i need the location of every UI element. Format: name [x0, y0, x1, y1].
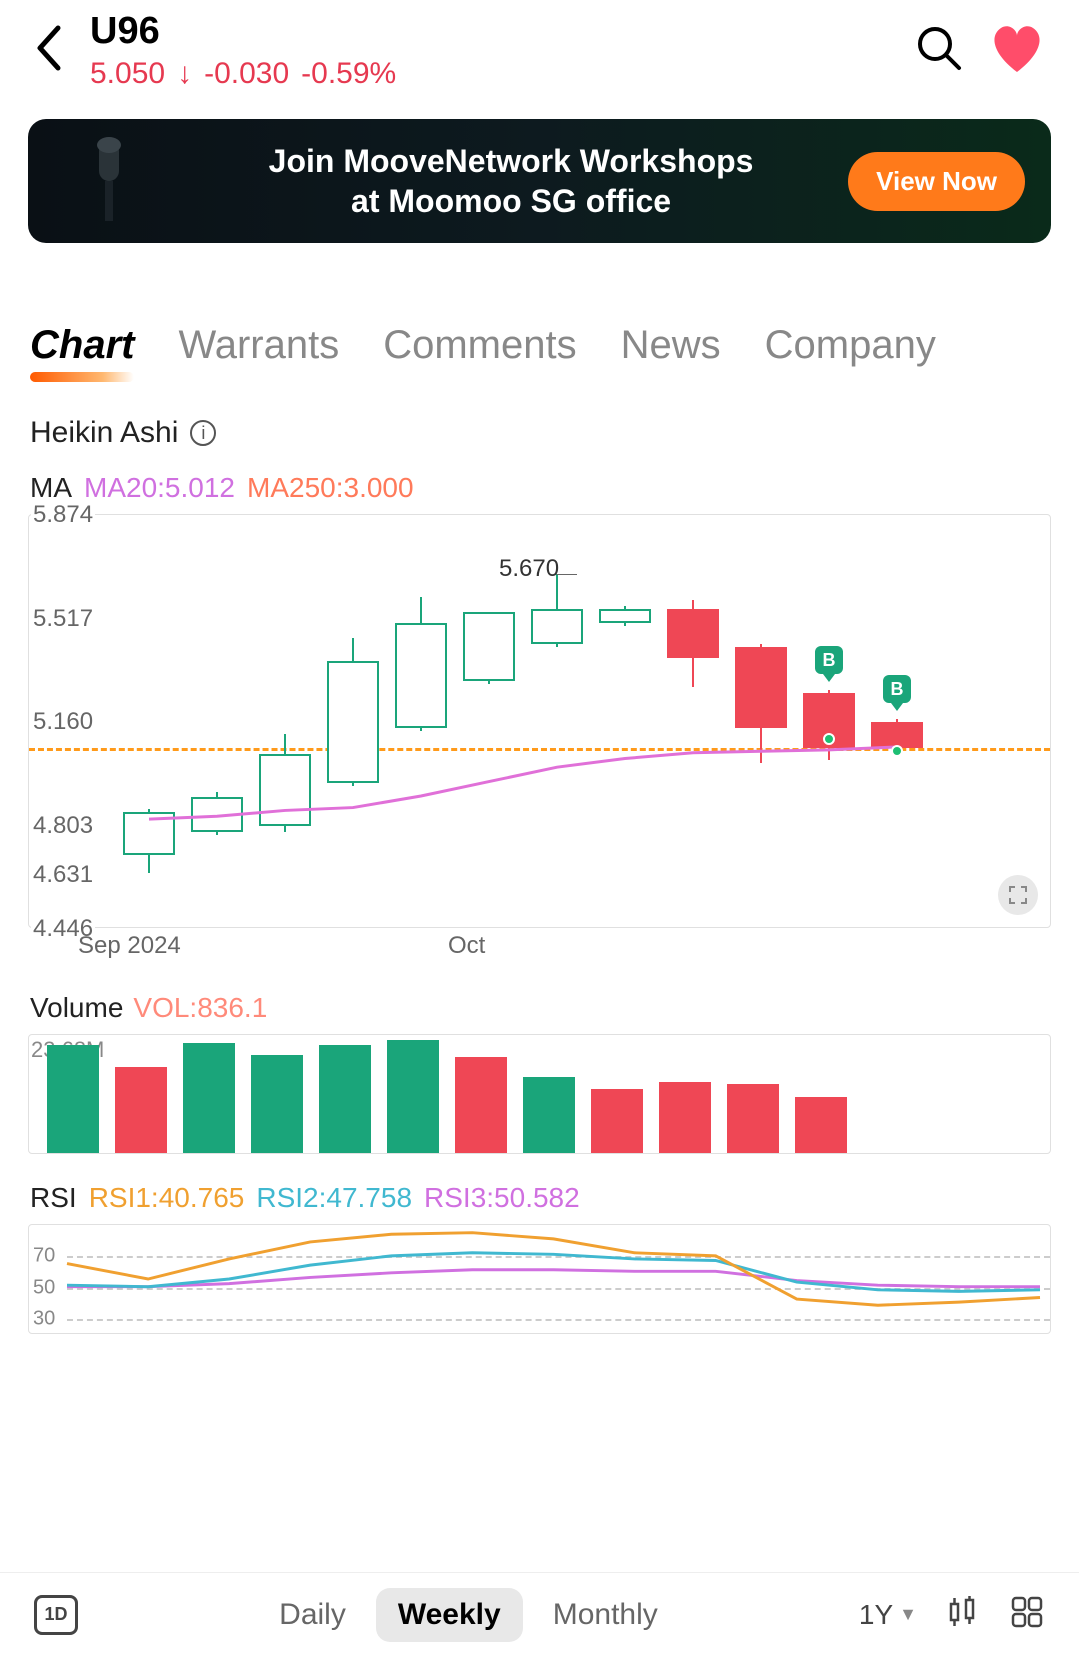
volume-bar: [659, 1082, 711, 1153]
ma-line: MA MA20:5.012 MA250:3.000: [0, 460, 1079, 508]
bottom-bar: 1D DailyWeeklyMonthly 1Y ▼: [0, 1572, 1079, 1656]
banner-text: Join MooveNetwork Workshops at Moomoo SG…: [174, 141, 848, 221]
price-callout: 5.670: [499, 555, 559, 583]
volume-header: Volume VOL:836.1: [0, 962, 1079, 1030]
info-icon[interactable]: i: [190, 420, 216, 446]
view-now-button[interactable]: View Now: [848, 152, 1025, 211]
y-axis-label: 5.160: [31, 708, 95, 736]
volume-bar: [319, 1045, 371, 1153]
candle: [327, 515, 379, 929]
rsi2-value: RSI2:47.758: [256, 1182, 412, 1214]
signal-dot: [891, 745, 903, 757]
candle-settings-icon[interactable]: [945, 1594, 981, 1635]
banner-line2: at Moomoo SG office: [186, 181, 836, 221]
volume-bar: [455, 1057, 507, 1153]
main-chart[interactable]: 5.8745.5175.1604.8034.6314.4465.670BB Se…: [28, 514, 1051, 962]
volume-bar: [727, 1084, 779, 1153]
rsi1-value: RSI1:40.765: [89, 1182, 245, 1214]
range-label: 1Y: [859, 1599, 893, 1631]
search-icon[interactable]: [913, 22, 965, 79]
microphone-icon: [54, 119, 174, 243]
chevron-down-icon: ▼: [899, 1604, 917, 1625]
rsi-y-label: 50: [33, 1276, 55, 1299]
volume-bar: [795, 1097, 847, 1153]
volume-bar: [115, 1067, 167, 1153]
volume-bar: [251, 1055, 303, 1153]
candle: [599, 515, 651, 929]
price-change: -0.030: [204, 57, 289, 91]
candle: [259, 515, 311, 929]
y-axis-label: 5.517: [31, 605, 95, 633]
volume-bar: [591, 1089, 643, 1153]
volume-bar: [47, 1045, 99, 1153]
promo-banner[interactable]: Join MooveNetwork Workshops at Moomoo SG…: [28, 119, 1051, 243]
tab-company[interactable]: Company: [765, 323, 936, 380]
rsi-chart[interactable]: 70 50 30: [28, 1224, 1051, 1334]
x-axis: Sep 2024 Oct: [28, 932, 1051, 962]
tab-chart[interactable]: Chart: [30, 323, 134, 380]
buy-marker: B: [815, 646, 843, 682]
expand-icon[interactable]: [998, 875, 1038, 915]
title-block: U96 5.050 ↓ -0.030 -0.59%: [90, 10, 893, 91]
timeframe-daily[interactable]: Daily: [257, 1588, 368, 1642]
buy-marker: B: [883, 675, 911, 711]
y-axis-label: 5.874: [31, 501, 95, 529]
rsi-label: RSI: [30, 1182, 77, 1214]
range-selector[interactable]: 1Y ▼: [859, 1599, 917, 1631]
tab-comments[interactable]: Comments: [383, 323, 576, 380]
candle: [871, 515, 923, 929]
candle: [803, 515, 855, 929]
rsi-header: RSI RSI1:40.765 RSI2:47.758 RSI3:50.582: [0, 1154, 1079, 1220]
volume-chart[interactable]: 23.68M: [28, 1034, 1051, 1154]
timeframe-monthly[interactable]: Monthly: [531, 1588, 680, 1642]
tabs: Chart Warrants Comments News Company: [0, 263, 1079, 380]
candle: [191, 515, 243, 929]
volume-bar: [183, 1043, 235, 1153]
banner-line1: Join MooveNetwork Workshops: [186, 141, 836, 181]
tab-news[interactable]: News: [621, 323, 721, 380]
timeframe-weekly[interactable]: Weekly: [376, 1588, 523, 1642]
back-icon[interactable]: [30, 22, 70, 79]
chart-type-row: Heikin Ashi i: [0, 380, 1079, 460]
one-day-button[interactable]: 1D: [34, 1595, 78, 1635]
ma20-value: MA20:5.012: [84, 472, 235, 504]
volume-value: VOL:836.1: [133, 992, 267, 1024]
header: U96 5.050 ↓ -0.030 -0.59%: [0, 0, 1079, 101]
ticker-symbol: U96: [90, 10, 893, 53]
grid-layout-icon[interactable]: [1009, 1594, 1045, 1635]
x-axis-label: Oct: [448, 932, 485, 960]
volume-bar: [387, 1040, 439, 1153]
ma-label: MA: [30, 472, 72, 504]
ma250-value: MA250:3.000: [247, 472, 414, 504]
candle: [735, 515, 787, 929]
rsi3-value: RSI3:50.582: [424, 1182, 580, 1214]
y-axis-label: 4.803: [31, 812, 95, 840]
volume-bar: [523, 1077, 575, 1153]
tab-warrants[interactable]: Warrants: [178, 323, 339, 380]
candle: [395, 515, 447, 929]
volume-label: Volume: [30, 992, 123, 1024]
favorite-icon[interactable]: [985, 16, 1049, 85]
price-value: 5.050: [90, 57, 165, 91]
price-line: 5.050 ↓ -0.030 -0.59%: [90, 57, 893, 91]
timeframe-group: DailyWeeklyMonthly: [106, 1588, 831, 1642]
price-change-pct: -0.59%: [301, 57, 396, 91]
rsi-y-label: 30: [33, 1308, 55, 1331]
chart-type-label: Heikin Ashi: [30, 416, 178, 450]
candle: [123, 515, 175, 929]
y-axis-label: 4.631: [31, 861, 95, 889]
candle: [667, 515, 719, 929]
rsi-y-label: 70: [33, 1245, 55, 1268]
down-arrow-icon: ↓: [177, 57, 192, 91]
x-axis-label: Sep 2024: [78, 932, 181, 960]
